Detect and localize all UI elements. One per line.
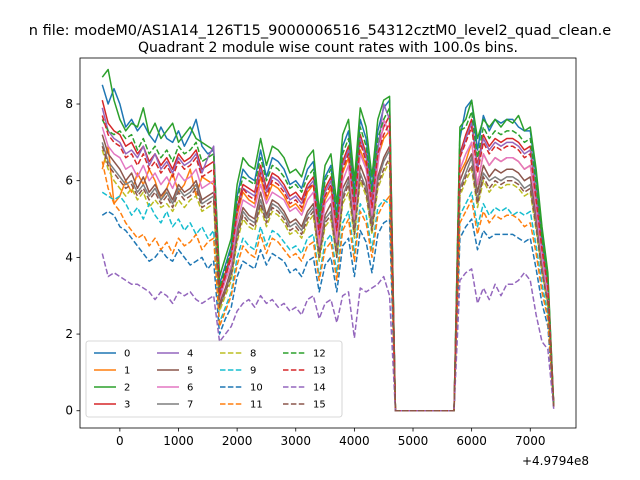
series-line-8 [101, 149, 555, 412]
legend-label-13: 13 [313, 366, 326, 377]
series-line-14 [101, 253, 555, 412]
series-line-2 [101, 68, 555, 412]
legend-label-9: 9 [250, 366, 256, 377]
series-line-5 [101, 134, 555, 412]
series-line-10 [101, 210, 555, 412]
legend-frame [85, 340, 343, 418]
legend-label-3: 3 [124, 400, 130, 411]
legend-label-14: 14 [313, 383, 326, 394]
y-tick-label: 0 [65, 404, 73, 418]
legend-label-10: 10 [250, 383, 263, 394]
x-tick-label: 0 [116, 434, 124, 448]
series-line-13 [101, 115, 555, 412]
legend-label-8: 8 [250, 349, 256, 360]
chart-title: Quadrant 2 module wise count rates with … [138, 40, 518, 56]
series-line-0 [101, 84, 555, 412]
legend-label-11: 11 [250, 400, 263, 411]
legend-label-15: 15 [313, 400, 326, 411]
legend-label-6: 6 [187, 383, 193, 394]
series-line-11 [101, 161, 555, 412]
legend-label-0: 0 [124, 349, 130, 360]
x-tick-label: 7000 [515, 434, 546, 448]
series-line-7 [101, 142, 555, 412]
series-line-12 [101, 107, 555, 412]
x-offset-label: +4.9794e8 [522, 454, 589, 468]
legend-label-12: 12 [313, 349, 326, 360]
x-tick-label: 6000 [456, 434, 487, 448]
x-tick-label: 1000 [163, 434, 194, 448]
x-tick-label: 4000 [339, 434, 370, 448]
series-line-15 [101, 145, 555, 412]
series-line-6 [101, 118, 555, 412]
y-tick-label: 8 [65, 97, 73, 111]
legend-label-5: 5 [187, 366, 193, 377]
legend-label-4: 4 [187, 349, 193, 360]
y-tick-label: 6 [65, 174, 73, 188]
x-tick-label: 2000 [222, 434, 253, 448]
figure-suptitle: n file: modeM0/AS1A14_126T15_9000006516_… [29, 23, 612, 39]
y-tick-label: 2 [65, 327, 73, 341]
x-tick-label: 3000 [280, 434, 311, 448]
legend-label-7: 7 [187, 400, 193, 411]
legend-label-2: 2 [124, 383, 130, 394]
x-tick-label: 5000 [398, 434, 429, 448]
plot-frame [79, 57, 577, 429]
legend-label-1: 1 [124, 366, 130, 377]
series-line-9 [101, 191, 555, 412]
y-tick-label: 4 [65, 250, 73, 264]
plot-area: 0 1000 2000 3000 4000 5000 6000 700002468012345… [65, 57, 577, 448]
